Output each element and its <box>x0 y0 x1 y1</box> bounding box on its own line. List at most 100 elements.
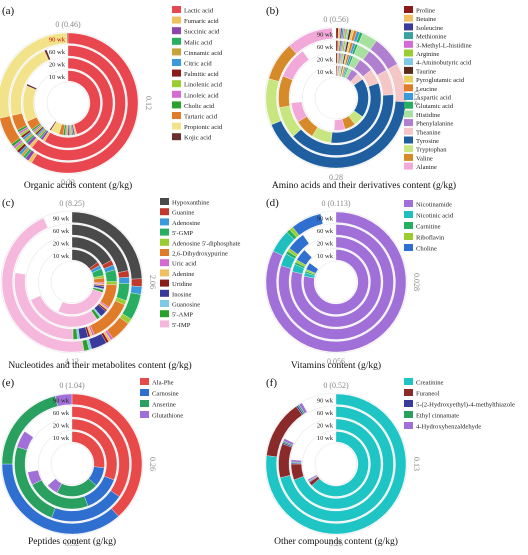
ring-label-10-wk: 10 wk <box>53 435 70 442</box>
legend-swatch-phenylalanine <box>404 119 413 127</box>
legend-label-isoleucine: Isoleucine <box>416 25 443 32</box>
axis-tick-label: 0.13 <box>412 457 421 471</box>
legend-label-5-2-hydroxyethyl-4-methylthiazole: 5-(2-Hydroxyethyl)-4-methylthiazole <box>416 402 515 409</box>
axis-tick-label: 4.12 <box>65 357 79 366</box>
legend-swatch-5-amp <box>160 310 169 318</box>
axis-tick-label: 0.056 <box>327 357 345 366</box>
legend-label-proline: Proline <box>416 8 435 15</box>
legend-swatch-adenine <box>160 269 169 277</box>
ring-label-60-wk: 60 wk <box>317 44 334 51</box>
ring-label-90-wk: 90 wk <box>49 36 66 43</box>
legend-label-cinnamic-acid: Cinnamic acid <box>184 50 223 57</box>
legend-swatch-aspartic-acid <box>404 93 413 100</box>
arc-nicotinamide-90-wk <box>265 211 407 353</box>
legend-label-pyroglutamic-acid: Pyroglutamic acid <box>416 77 465 84</box>
grid-circle <box>21 56 115 150</box>
arc-alanine-90-wk <box>289 27 333 54</box>
grid-circle <box>277 223 395 341</box>
legend-swatch-fumaric-acid <box>172 16 181 24</box>
grid-circle <box>302 248 370 316</box>
legend-label-kojic-acid: Kojic acid <box>184 135 212 142</box>
legend-swatch-3-methyl-l-histidine <box>404 40 413 48</box>
legend-swatch-malic-acid <box>172 37 181 45</box>
ring-label-20-wk: 20 wk <box>317 56 334 63</box>
panel-title: Peptides content (g/kg) <box>28 536 116 547</box>
legend-swatch-creatinine <box>404 378 413 385</box>
ring-label-90-wk: 90 wk <box>317 31 334 38</box>
grid-circle <box>314 260 358 304</box>
legend-label-arginine: Arginine <box>416 51 439 58</box>
grid-circle <box>13 223 131 341</box>
legend-swatch-leucine <box>404 84 413 92</box>
arc-kojic-acid-90-wk <box>66 32 69 44</box>
legend-swatch-succinic-acid <box>172 27 181 35</box>
legend-label-aspartic-acid: Aspartic acid <box>416 95 452 102</box>
legend-label-malic-acid: Malic acid <box>184 39 213 46</box>
legend-swatch-pyroglutamic-acid <box>404 75 413 83</box>
grid-circle <box>289 417 383 511</box>
arc-anserine-90-wk <box>1 395 58 465</box>
panel-letter: (d) <box>266 197 279 209</box>
grid-circle <box>302 430 370 498</box>
grid-circle <box>0 31 140 175</box>
legend-label-tryptophan: Tryptophan <box>416 147 447 154</box>
axis-tick-label: 0.14 <box>412 91 421 105</box>
legend-label-valine: Valine <box>416 155 433 162</box>
panel-letter: (a) <box>2 5 15 17</box>
legend-label-adenine: Adenine <box>172 271 194 278</box>
legend-swatch-choline <box>404 244 413 251</box>
legend-swatch-5-2-hydroxyethyl-4-methylthiazole <box>404 400 413 407</box>
panel-letter: (f) <box>266 377 277 389</box>
panel-title: Vitamins content (g/kg) <box>291 360 381 371</box>
legend-label-ala-phe: Ala-Phe <box>152 380 174 387</box>
arc-kojic-acid-60-wk <box>44 49 51 61</box>
grid-circle <box>46 81 90 125</box>
arc-4-hydroxybenzaldehyde-90-wk <box>298 402 308 414</box>
arc-choline-90-wk <box>292 213 324 236</box>
ring-label-20-wk: 20 wk <box>317 240 334 247</box>
arc-4-hydroxybenzaldehyde-20-wk <box>290 459 302 463</box>
legend-label-succinic-acid: Succinic acid <box>184 29 220 36</box>
legend-label-5-imp: 5'-IMP <box>172 322 191 329</box>
legend-swatch-carnitine <box>404 222 413 229</box>
grid-circle <box>289 51 383 145</box>
legend-swatch-alanine <box>404 162 413 170</box>
legend-label-fumaric-acid: Fumaric acid <box>184 18 219 25</box>
legend-swatch-cinnamic-acid <box>172 48 181 56</box>
grid-circle <box>264 210 408 354</box>
legend-swatch-4-aminobutyric-acid <box>404 58 413 66</box>
legend-label-nicotinic-acid: Nicotinic acid <box>416 213 454 220</box>
grid-circle <box>277 39 395 157</box>
legend-label-uridine: Uridine <box>172 281 192 288</box>
ring-label-60-wk: 60 wk <box>317 228 334 235</box>
legend-label-4-hydroxybenzaldehyde: 4-Hydroxybenzaldehyde <box>416 424 481 431</box>
legend-swatch-riboflavin <box>404 233 413 240</box>
legend-swatch-2-6-dihydroxypurine <box>160 249 169 256</box>
axis-tick-label: 0.26 <box>148 457 157 471</box>
legend-swatch-5-imp <box>160 320 169 328</box>
legend-swatch-linolenic-acid <box>172 80 181 88</box>
grid-circle <box>25 235 119 329</box>
legend-label-hypoxanthine: Hypoxanthine <box>172 200 209 207</box>
axis-tick-label: 0 (0.113) <box>321 199 350 208</box>
grid-circle <box>264 392 408 536</box>
ring-label-10-wk: 10 wk <box>53 253 70 260</box>
ring-label-90-wk: 90 wk <box>317 397 334 404</box>
legend-swatch-ala-phe <box>140 378 149 385</box>
legend-swatch-propionic-acid <box>172 122 181 130</box>
legend-swatch-ethyl-cinnamate <box>404 411 413 418</box>
legend-label-tyrosine: Tyrosine <box>416 138 439 145</box>
legend-swatch-methionine <box>404 32 413 40</box>
legend-swatch-4-hydroxybenzaldehyde <box>404 422 413 429</box>
legend-swatch-carnosine <box>140 389 149 396</box>
legend-label-propionic-acid: Propionic acid <box>184 124 223 131</box>
legend-label-glutamic-acid: Glutamic acid <box>416 103 454 110</box>
arc-glutathione-10-wk <box>47 478 62 493</box>
